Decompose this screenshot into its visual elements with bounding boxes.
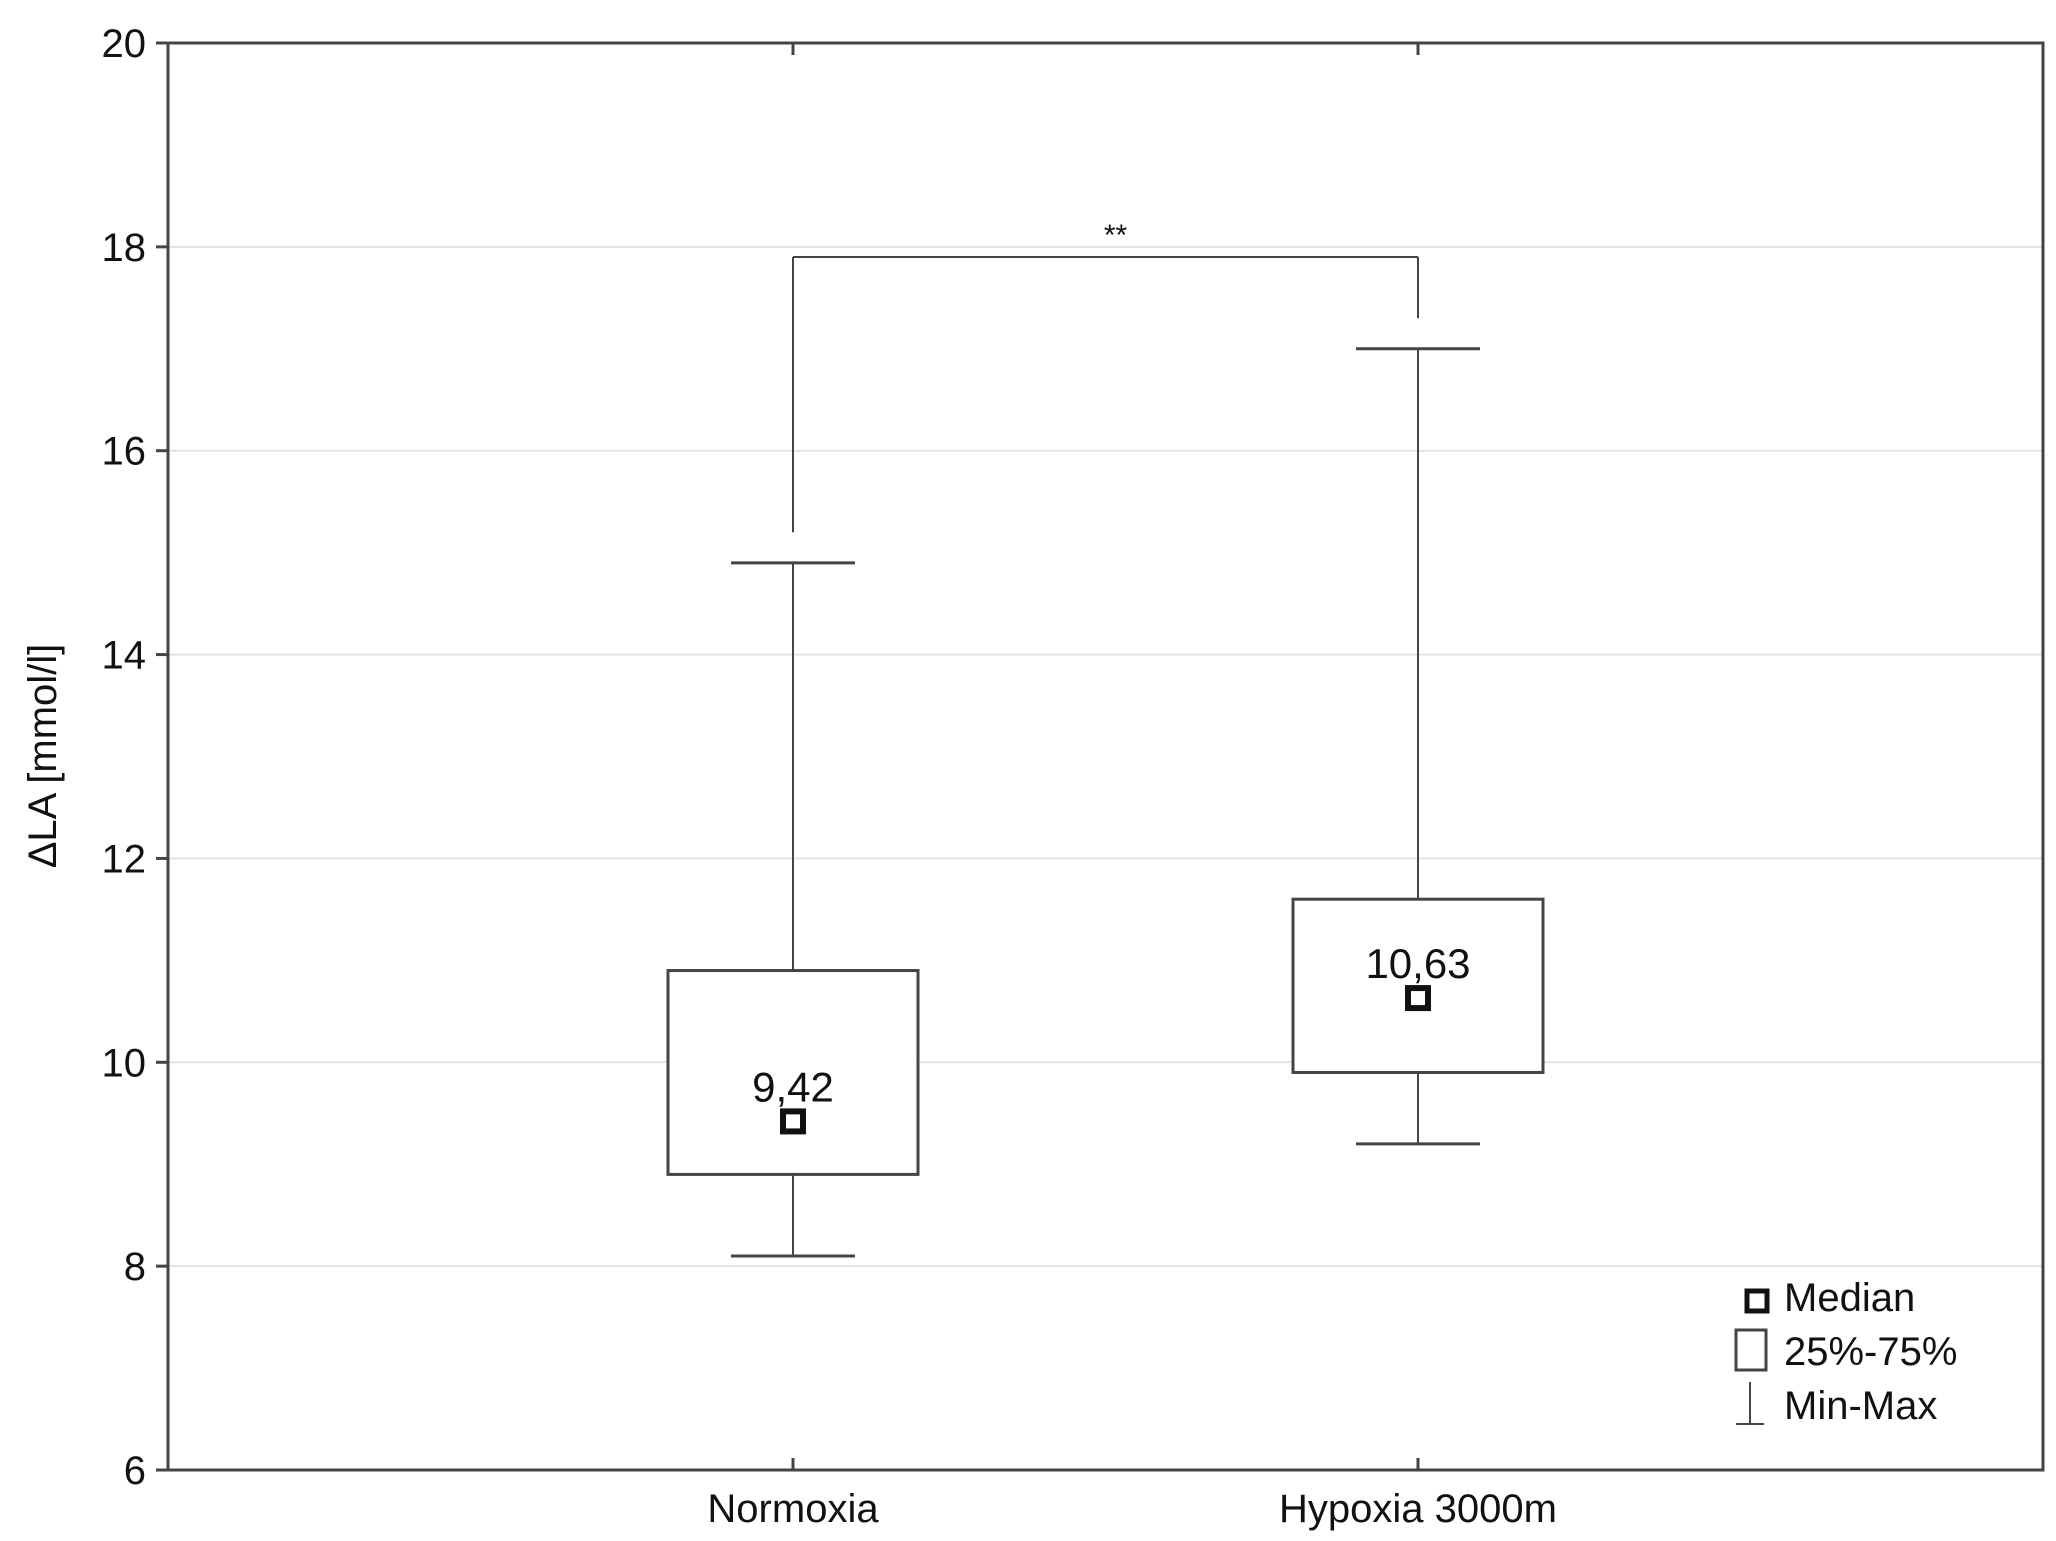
box-series: 9,42 10,63 bbox=[666, 347, 1545, 1258]
legend: Median 25%-75% Min-Max bbox=[1734, 1276, 1957, 1428]
y-tick-label: 8 bbox=[124, 1245, 146, 1289]
legend-median-label: Median bbox=[1784, 1276, 1915, 1320]
y-tick-label: 20 bbox=[102, 22, 147, 66]
legend-median-symbol bbox=[1744, 1288, 1770, 1314]
y-tick-label: 18 bbox=[102, 226, 147, 270]
plot-area-border bbox=[166, 41, 2045, 1472]
grid-lines bbox=[168, 245, 2043, 1268]
y-tick-label: 16 bbox=[102, 430, 147, 474]
x-axis-ticks: Normoxia Hypoxia 3000m bbox=[707, 43, 1557, 1531]
legend-whisker-label: Min-Max bbox=[1784, 1384, 1937, 1428]
median-marker bbox=[780, 1108, 806, 1135]
y-axis-label: ΔLA [mmol/l] bbox=[21, 644, 65, 869]
x-category-label: Normoxia bbox=[707, 1487, 879, 1531]
y-tick-label: 12 bbox=[102, 837, 147, 881]
x-category-label: Hypoxia 3000m bbox=[1279, 1487, 1557, 1531]
significance-label: ** bbox=[1104, 219, 1128, 252]
iqr-box bbox=[666, 969, 920, 1176]
legend-box-label: 25%-75% bbox=[1784, 1330, 1957, 1374]
significance-annotation: ** bbox=[792, 219, 1419, 533]
legend-box-symbol bbox=[1734, 1328, 1768, 1372]
y-tick-label: 14 bbox=[102, 634, 147, 678]
median-value-label: 10,63 bbox=[1365, 940, 1470, 987]
median-marker bbox=[1405, 985, 1431, 1012]
y-tick-label: 10 bbox=[102, 1041, 147, 1085]
median-value-label: 9,42 bbox=[752, 1063, 834, 1110]
y-axis-ticks: 6 8 10 12 14 16 18 20 bbox=[102, 22, 168, 1493]
y-tick-label: 6 bbox=[124, 1449, 146, 1493]
